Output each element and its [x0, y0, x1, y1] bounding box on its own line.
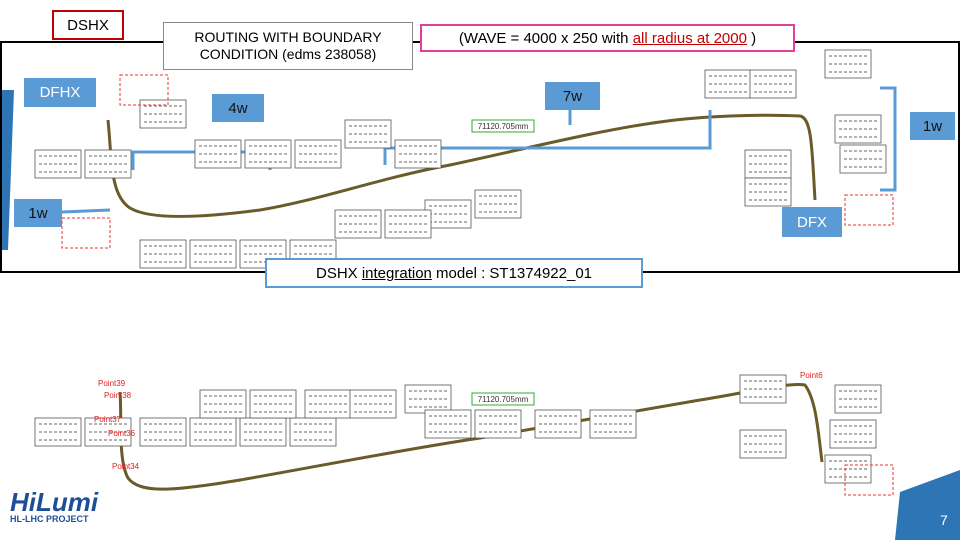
callout-box — [249, 389, 297, 419]
route-bottom — [118, 382, 824, 491]
page-number: 7 — [940, 512, 948, 528]
boundary-box — [61, 217, 111, 249]
model-text: DSHX — [315, 264, 362, 282]
dimension-label: 71120.705mm — [478, 395, 529, 404]
dimension-label: 71120.705mm — [478, 122, 529, 131]
arrow — [61, 208, 111, 214]
callout-box — [739, 429, 787, 459]
boundary-box — [844, 464, 894, 496]
callout-box — [139, 239, 187, 269]
callout-box — [424, 409, 472, 439]
callout-box — [534, 409, 582, 439]
callout-box — [344, 119, 392, 149]
callout-box — [34, 149, 82, 179]
callout-box — [294, 139, 342, 169]
dimension-box — [471, 119, 535, 133]
callout-box — [404, 384, 452, 414]
point-label: Point38 — [104, 391, 132, 400]
callout-box — [139, 417, 187, 447]
callout-box — [199, 389, 247, 419]
callout-box — [394, 139, 442, 169]
group-label: 7w — [545, 82, 600, 110]
callout-box — [334, 209, 382, 239]
boundary-box — [844, 194, 894, 226]
callout-box — [839, 144, 887, 174]
corner-decoration — [895, 470, 960, 540]
callout-box — [744, 177, 792, 207]
callout-box — [744, 149, 792, 179]
callout-box — [84, 149, 132, 179]
dfhx-label: DFHX — [24, 78, 96, 107]
bracket — [383, 110, 712, 165]
callout-box — [834, 384, 882, 414]
callout-box — [189, 239, 237, 269]
bracket — [880, 86, 897, 192]
wave-highlight: all radius at 2000 — [632, 29, 747, 47]
routing-label: ROUTING WITH BOUNDARY CONDITION (edms 23… — [163, 22, 413, 70]
callout-box — [824, 49, 872, 79]
point-label: Point37 — [94, 415, 122, 424]
model-underlined: integration — [361, 264, 432, 282]
callout-box — [304, 389, 352, 419]
callout-box — [474, 409, 522, 439]
callout-box — [189, 417, 237, 447]
wave-label: (WAVE = 4000 x 250 with all radius at 20… — [420, 24, 795, 52]
logo-text: HiLumi — [10, 487, 99, 517]
callout-box — [349, 389, 397, 419]
group-label: 4w — [212, 94, 264, 122]
callout-box — [239, 417, 287, 447]
callout-box — [84, 417, 132, 447]
callout-box — [194, 139, 242, 169]
group-label: 1w — [910, 112, 955, 140]
wave-text: ) — [746, 29, 757, 47]
logo-project: HL-LHC PROJECT — [10, 514, 89, 524]
dshx-label: DSHX — [52, 10, 124, 40]
callout-box — [829, 419, 877, 449]
point-label: Point36 — [108, 429, 136, 438]
callout-box — [739, 374, 787, 404]
model-text: model : ST1374922_01 — [431, 264, 593, 282]
callout-box — [704, 69, 752, 99]
dfx-label: DFX — [782, 207, 842, 237]
callout-box — [244, 139, 292, 169]
wave-text: (WAVE = 4000 x 250 with — [458, 29, 633, 47]
logo: HiLumi HL-LHC PROJECT — [10, 487, 130, 524]
boundary-box — [119, 74, 169, 106]
side-decoration — [0, 90, 14, 250]
callout-box — [749, 69, 797, 99]
callout-box — [474, 189, 522, 219]
callout-box — [824, 454, 872, 484]
callout-box — [384, 209, 432, 239]
point-label: Point39 — [98, 379, 126, 388]
dimension-box — [471, 392, 535, 406]
point-label: Point6 — [800, 371, 823, 380]
callout-box — [34, 417, 82, 447]
route-top — [106, 113, 817, 218]
model-label: DSHX integration model : ST1374922_01 — [265, 258, 643, 288]
group-label: 1w — [14, 199, 62, 227]
callout-box — [589, 409, 637, 439]
point-label: Point34 — [112, 462, 140, 471]
callout-box — [834, 114, 882, 144]
